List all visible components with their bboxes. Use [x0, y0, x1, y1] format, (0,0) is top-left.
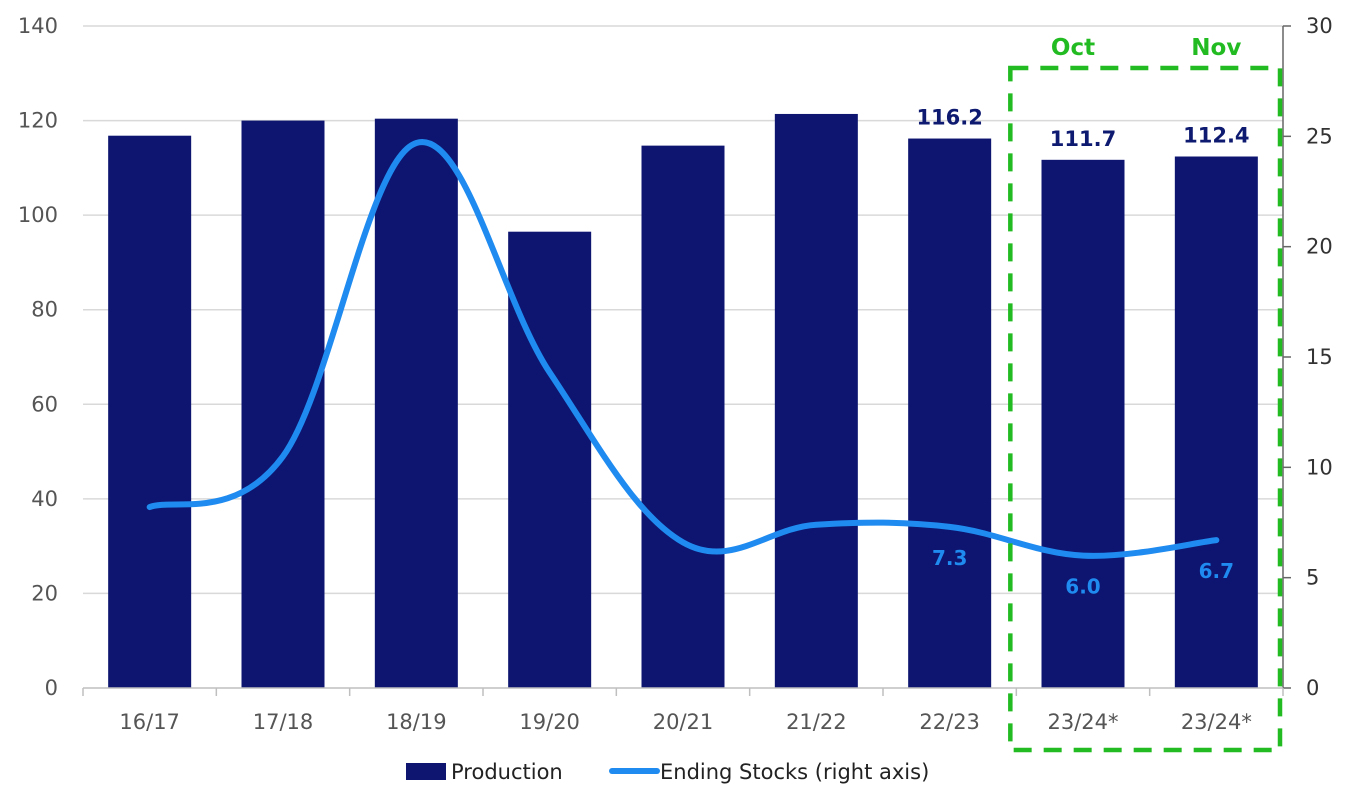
production-data-label: 116.2 — [916, 106, 982, 130]
highlight-box-label: Oct — [1051, 35, 1095, 61]
ending-stocks-line — [146, 139, 1220, 559]
y-left-tick-label: 40 — [31, 487, 58, 511]
legend-ending-stocks-label: Ending Stocks (right axis) — [660, 760, 929, 784]
production-data-label: 111.7 — [1050, 127, 1116, 151]
y-right-tick-label: 5 — [1306, 566, 1319, 590]
ending-stocks-line-path — [146, 139, 1220, 559]
x-tick-label: 23/24* — [1181, 710, 1252, 734]
ending-stocks-data-label: 6.7 — [1199, 559, 1234, 583]
y-left-tick-label: 80 — [31, 298, 58, 322]
production-bar — [108, 135, 192, 688]
production-bar — [774, 113, 858, 689]
ending-stocks-data-label: 7.3 — [932, 546, 967, 570]
legend: Production Ending Stocks (right axis) — [406, 760, 929, 784]
x-tick-label: 22/23 — [919, 710, 980, 734]
production-bar — [508, 231, 592, 688]
x-tick-label: 20/21 — [653, 710, 714, 734]
y-left-tick-label: 60 — [31, 392, 58, 416]
production-bars — [108, 113, 1258, 689]
x-tick-label: 16/17 — [119, 710, 180, 734]
y-right-tick-label: 20 — [1306, 235, 1333, 259]
y-left-tick-label: 120 — [18, 109, 58, 133]
legend-production-swatch — [406, 763, 446, 780]
x-tick-label: 19/20 — [519, 710, 580, 734]
legend-production-label: Production — [451, 760, 563, 784]
y-right-tick-label: 15 — [1306, 345, 1333, 369]
x-tick-label: 21/22 — [786, 710, 847, 734]
y-right-tick-label: 10 — [1306, 455, 1333, 479]
production-bar — [1041, 159, 1125, 688]
y-right-tick-label: 30 — [1306, 14, 1333, 38]
y-right-tick-label: 25 — [1306, 124, 1333, 148]
y-right-tick-label: 0 — [1306, 676, 1319, 700]
production-data-label: 112.4 — [1183, 124, 1249, 148]
x-tick-label: 17/18 — [253, 710, 314, 734]
highlight-dashed-box — [1008, 65, 1283, 753]
x-tick-label: 18/19 — [386, 710, 447, 734]
production-bar — [908, 138, 992, 689]
production-bar — [1174, 156, 1258, 689]
y-left-tick-label: 20 — [31, 581, 58, 605]
production-bar — [374, 118, 458, 689]
x-tick-label: 23/24* — [1047, 710, 1118, 734]
data-labels: 116.2 111.7 112.4 7.3 6.0 6.7 — [916, 106, 1249, 599]
y-left-tick-label: 140 — [18, 14, 58, 38]
y-left-tick-label: 100 — [18, 203, 58, 227]
y-left-tick-label: 0 — [45, 676, 58, 700]
ending-stocks-data-label: 6.0 — [1065, 575, 1100, 599]
highlight-box: Oct Nov — [1008, 35, 1283, 753]
production-bar — [641, 145, 725, 688]
axes: 0 20 40 60 80 100 120 140 0 5 10 15 20 25 30 16/17 17/18… — [18, 14, 1333, 734]
highlight-box-label: Nov — [1191, 35, 1241, 61]
